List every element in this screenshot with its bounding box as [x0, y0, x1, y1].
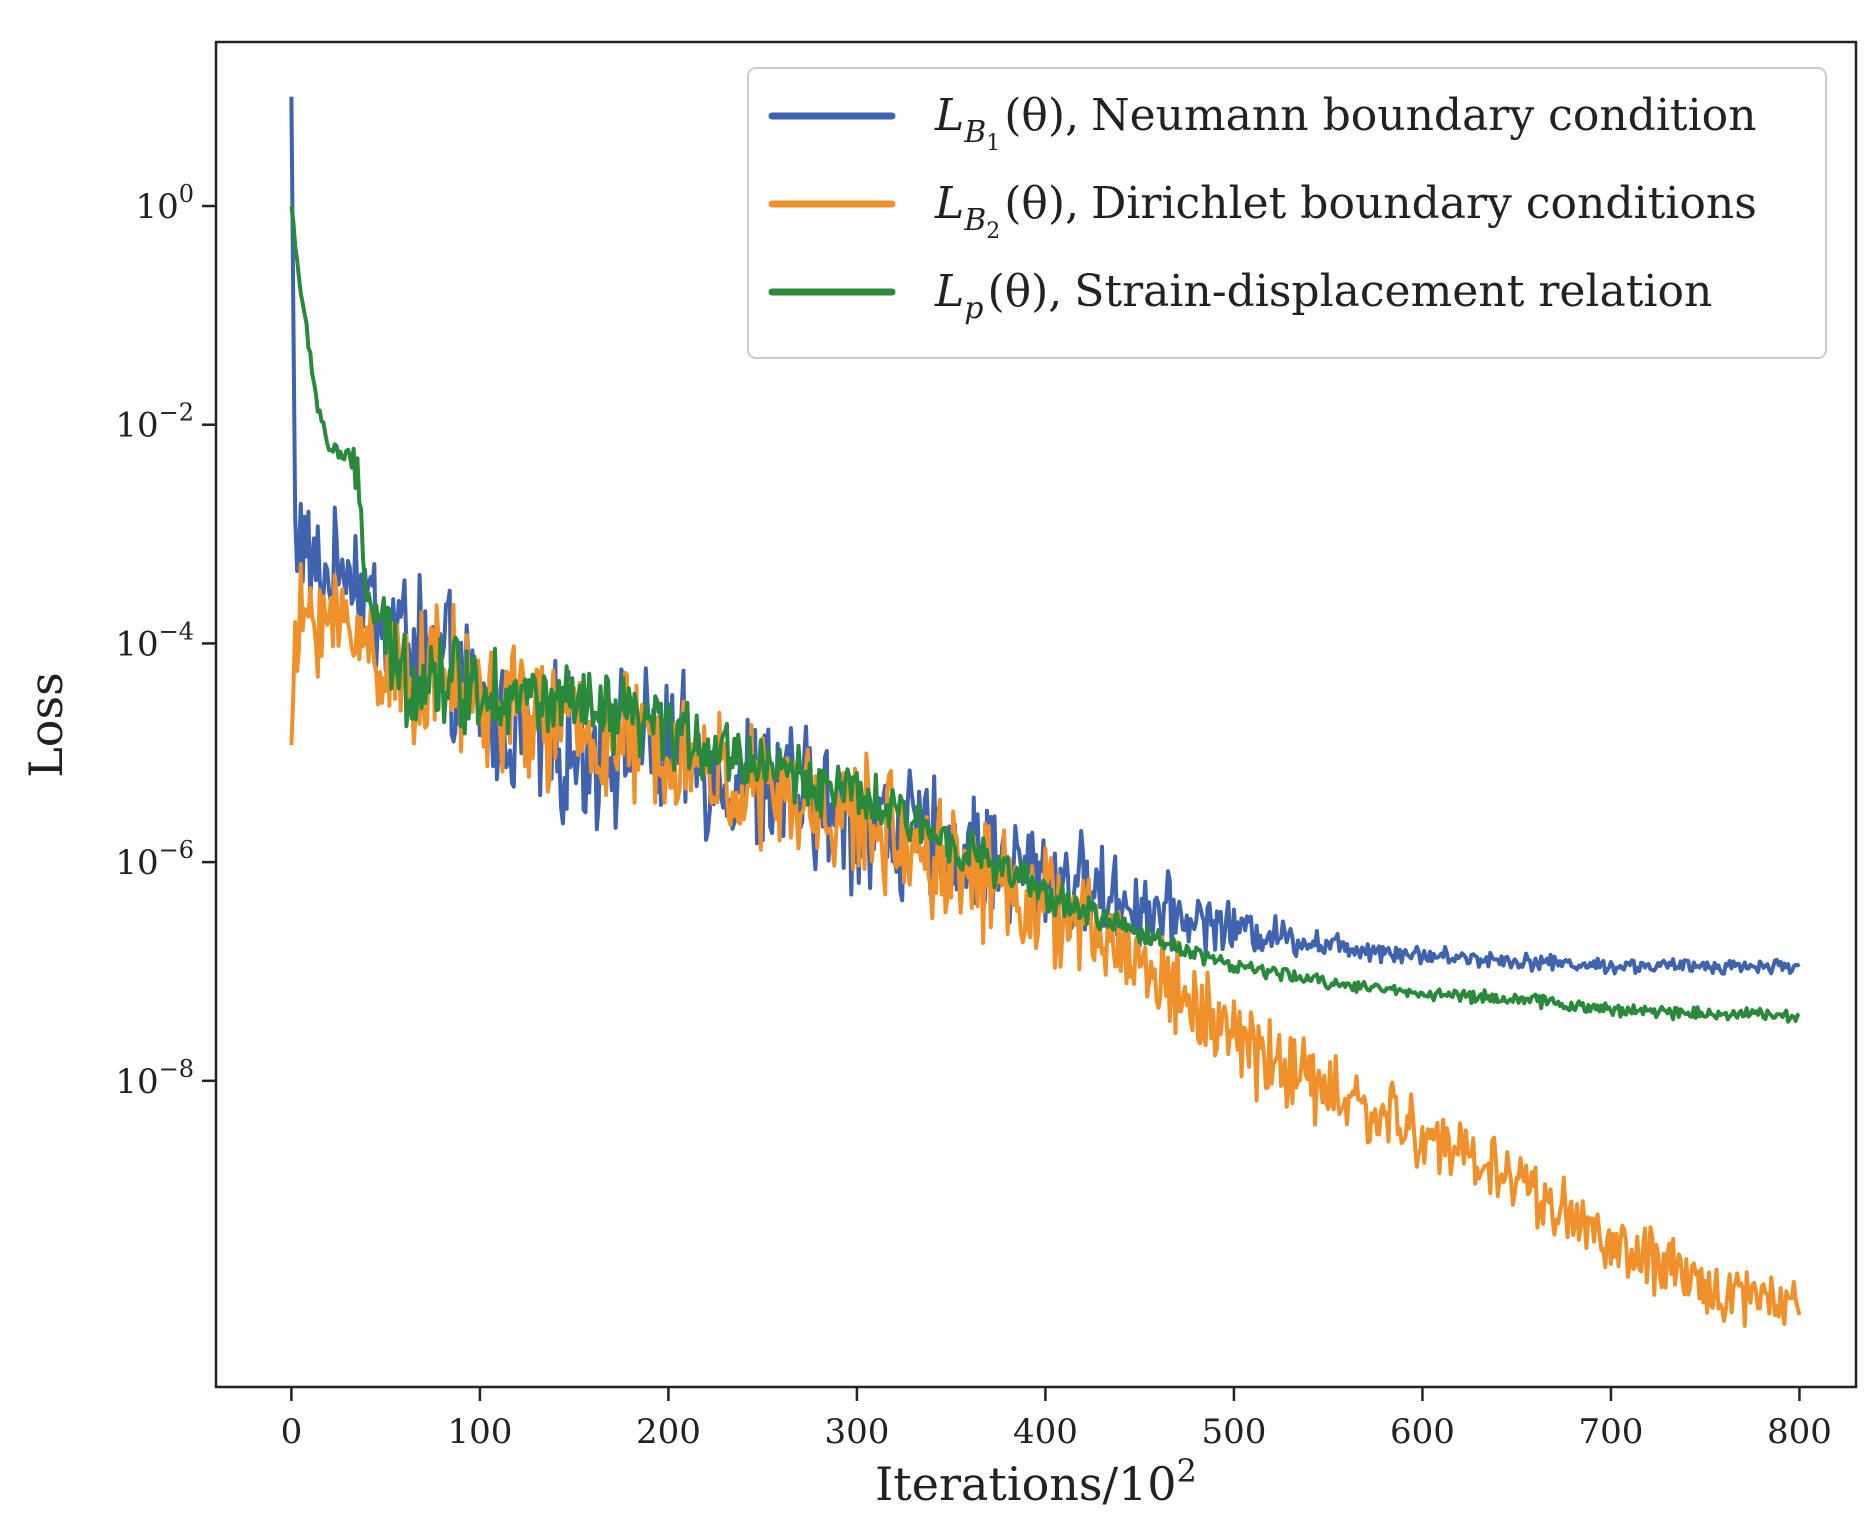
x-tick-label: 500: [1201, 1412, 1266, 1452]
x-tick-label: 700: [1578, 1412, 1643, 1452]
legend-math-subscript: B: [963, 115, 986, 150]
x-tick-label: 100: [447, 1412, 512, 1452]
x-tick-label: 800: [1767, 1412, 1832, 1452]
y-tick-base: 10: [115, 843, 158, 883]
x-tick-label: 400: [1013, 1412, 1078, 1452]
x-axis-label: Iterations/102: [875, 1452, 1197, 1511]
legend-label: Strain-displacement relation: [1074, 266, 1712, 317]
legend-label: Neumann boundary condition: [1091, 90, 1756, 141]
y-tick-exponent: 0: [179, 180, 194, 208]
legend-math-arg: (θ),: [1004, 178, 1079, 229]
legend-math-arg: (θ),: [1004, 90, 1079, 141]
legend-math-symbol: L: [934, 178, 964, 229]
series-line: [289, 206, 1801, 1024]
x-axis: 0 100 200 300 400 500 600 700 800: [281, 1387, 1832, 1452]
y-tick-base: 10: [115, 624, 158, 664]
x-axis-label-exponent: 2: [1177, 1452, 1197, 1490]
series-layer: [289, 96, 1802, 1328]
legend-math-arg: (θ),: [987, 266, 1062, 317]
legend-entry: Lp(θ), Strain-displacement relation: [934, 266, 1712, 326]
legend-math-subsubscript: 1: [986, 131, 1000, 156]
legend-math-symbol: L: [934, 266, 964, 317]
y-tick-exponent: −6: [159, 836, 194, 864]
legend-entry: LB2(θ), Dirichlet boundary conditions: [934, 178, 1757, 244]
y-tick-label: 10−4: [115, 617, 194, 664]
legend-label: Dirichlet boundary conditions: [1091, 178, 1757, 229]
plot-frame: [214, 40, 1858, 1389]
y-tick-exponent: −4: [159, 617, 194, 645]
y-tick-label: 10−6: [115, 836, 194, 883]
y-tick-base: 10: [135, 187, 178, 227]
x-tick-label: 600: [1390, 1412, 1455, 1452]
x-axis-label-base: Iterations/10: [875, 1457, 1176, 1511]
legend-math-symbol: L: [934, 90, 964, 141]
y-tick-label: 10−8: [115, 1055, 194, 1102]
y-tick-label: 100: [135, 180, 194, 227]
y-axis-label: Loss: [19, 672, 73, 777]
legend: LB1(θ), Neumann boundary conditionLB2(θ),…: [747, 67, 1827, 359]
legend-math-subscript: B: [963, 203, 986, 238]
y-tick-exponent: −2: [159, 399, 194, 427]
x-tick-label: 0: [281, 1412, 303, 1452]
legend-math-subscript: p: [964, 291, 983, 326]
legend-math-subsubscript: 2: [986, 219, 1000, 244]
y-tick-label: 10−2: [115, 399, 194, 446]
y-tick-base: 10: [115, 406, 158, 446]
x-tick-label: 300: [824, 1412, 889, 1452]
y-tick-exponent: −8: [159, 1055, 194, 1083]
legend-box: [747, 67, 1827, 359]
legend-entry: LB1(θ), Neumann boundary condition: [934, 90, 1756, 156]
x-tick-label: 200: [636, 1412, 701, 1452]
y-tick-base: 10: [115, 1062, 158, 1102]
